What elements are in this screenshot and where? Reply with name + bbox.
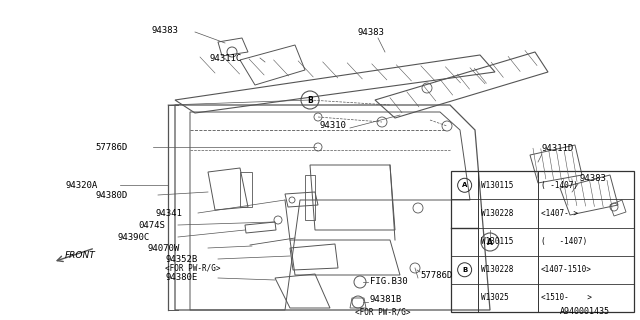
- Text: 94311C: 94311C: [210, 53, 243, 62]
- Text: 94390C: 94390C: [118, 233, 150, 242]
- Text: 94320A: 94320A: [65, 180, 97, 189]
- Text: W130228: W130228: [481, 265, 513, 274]
- Text: 94310: 94310: [320, 121, 347, 130]
- Text: (   -1407): ( -1407): [541, 237, 587, 246]
- Text: 94383: 94383: [152, 26, 179, 35]
- Text: W130228: W130228: [481, 209, 513, 218]
- Text: <FOR PW-R/G>: <FOR PW-R/G>: [165, 263, 221, 273]
- Text: ( -1407): ( -1407): [541, 181, 578, 190]
- Text: 94383: 94383: [580, 173, 607, 182]
- Text: A: A: [462, 182, 467, 188]
- Text: FIG.B30: FIG.B30: [370, 277, 408, 286]
- Text: <1407-1510>: <1407-1510>: [541, 265, 591, 274]
- Text: <1407- >: <1407- >: [541, 209, 578, 218]
- Text: A: A: [487, 237, 493, 246]
- Text: 94381B: 94381B: [370, 295, 403, 305]
- Text: <1510-    >: <1510- >: [541, 293, 591, 302]
- Bar: [451, 171, 634, 312]
- Text: 57786D: 57786D: [420, 270, 452, 279]
- Text: B: B: [462, 267, 467, 273]
- Text: 94380E: 94380E: [165, 274, 197, 283]
- Text: W13025: W13025: [481, 293, 509, 302]
- Text: A940001435: A940001435: [560, 308, 610, 316]
- Text: FRONT: FRONT: [65, 251, 96, 260]
- Text: 94383: 94383: [358, 28, 385, 36]
- Text: <FOR PW-R/G>: <FOR PW-R/G>: [355, 308, 410, 316]
- Text: B: B: [307, 95, 313, 105]
- Text: 94380D: 94380D: [95, 190, 127, 199]
- Text: W130115: W130115: [481, 237, 513, 246]
- Text: 94070W: 94070W: [148, 244, 180, 252]
- Text: 94311D: 94311D: [542, 143, 574, 153]
- Text: 94341: 94341: [155, 209, 182, 218]
- Text: W130115: W130115: [481, 181, 513, 190]
- Text: 57786D: 57786D: [95, 142, 127, 151]
- Text: 94352B: 94352B: [165, 254, 197, 263]
- Text: 0474S: 0474S: [138, 220, 165, 229]
